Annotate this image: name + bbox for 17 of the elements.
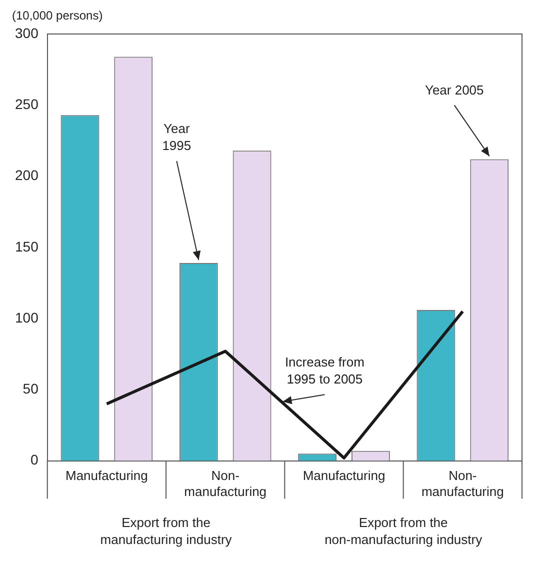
text: Export from the non-manufacturing industry xyxy=(324,514,483,547)
y-tick-label: 150 xyxy=(15,238,39,254)
text: Export from the manufacturing industry xyxy=(100,514,232,547)
y-tick-label: 300 xyxy=(15,24,39,41)
y-tick-label: 200 xyxy=(15,167,39,184)
x-tick-label: Non-manufacturing xyxy=(421,468,504,499)
y-tick-label: 250 xyxy=(15,96,39,112)
x-tick-label: Manufacturing xyxy=(302,468,386,484)
series-label: Increase from 1995 to 2005 xyxy=(284,354,364,387)
y-tick-label: 0 xyxy=(30,452,39,468)
y-axis-title: (10,000 persons) xyxy=(12,8,103,22)
text: Year 2005 xyxy=(424,82,484,98)
text: Year 1995 xyxy=(162,121,192,154)
x-tick-label: Non-manufacturing xyxy=(184,468,267,499)
x-tick-label: Manufacturing xyxy=(65,468,148,484)
y-tick-label: 100 xyxy=(15,309,39,326)
y-tick-label: 50 xyxy=(22,380,39,397)
